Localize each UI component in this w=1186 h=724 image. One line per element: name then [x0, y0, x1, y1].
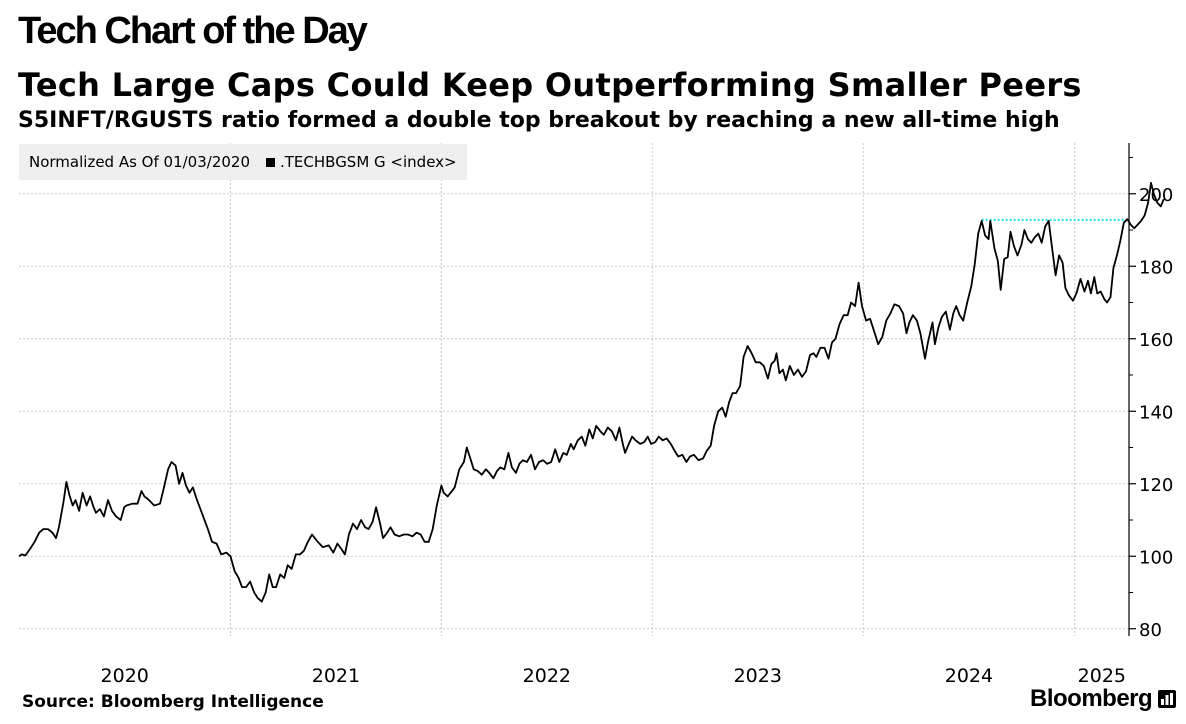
y-tick-label: 180: [1139, 257, 1173, 278]
series-line: [18, 182, 1165, 603]
series-layer: [18, 182, 1165, 603]
y-tick-label: 120: [1139, 475, 1173, 496]
grid-layer: [19, 143, 1129, 636]
y-tick-label: 100: [1139, 547, 1173, 568]
legend-series-label: .TECHBGSM G <index>: [280, 153, 457, 171]
legend-swatch: [266, 157, 275, 167]
terminal-icon: [1158, 690, 1177, 708]
x-axis-labels: 2020 2021 2022 2023 2024 2025: [101, 665, 1126, 687]
y-tick-label: 160: [1139, 330, 1173, 351]
x-tick-label: 2023: [734, 665, 782, 687]
y-axis: 80 100 120 140 160 180 200: [1128, 143, 1173, 641]
header-title: Tech Chart of the Day: [18, 10, 368, 52]
x-tick-label: 2024: [945, 665, 993, 687]
x-tick-label: 2025: [1078, 665, 1126, 687]
legend: Normalized As Of 01/03/2020 .TECHBGSM G …: [19, 144, 467, 180]
y-tick-label: 200: [1139, 185, 1173, 206]
x-tick-label: 2021: [312, 665, 360, 687]
brand-name: Bloomberg: [1030, 685, 1153, 712]
y-tick-label: 80: [1139, 620, 1162, 641]
source-note: Source: Bloomberg Intelligence: [22, 692, 324, 712]
brand: Bloomberg: [1030, 684, 1177, 714]
chart-title: Tech Large Caps Could Keep Outperforming…: [18, 66, 1082, 104]
normalization-note: Normalized As Of 01/03/2020: [29, 153, 250, 171]
chart-subtitle: S5INFT/RGUSTS ratio formed a double top …: [18, 108, 1060, 133]
x-tick-label: 2022: [523, 665, 571, 687]
x-tick-label: 2020: [101, 665, 149, 687]
y-tick-label: 140: [1139, 402, 1173, 423]
